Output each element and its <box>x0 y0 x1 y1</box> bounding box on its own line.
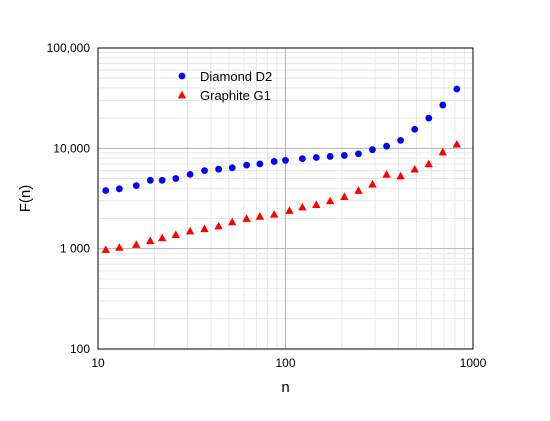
data-point-circle <box>201 167 208 174</box>
x-axis-label: n <box>281 379 289 396</box>
data-points <box>101 85 462 253</box>
data-point-triangle <box>298 202 307 211</box>
data-point-circle <box>383 142 390 150</box>
data-point-circle <box>115 185 123 193</box>
data-point-triangle <box>200 224 209 233</box>
series-1-points <box>102 85 461 194</box>
data-point-triangle <box>325 196 335 205</box>
data-point-triangle <box>396 171 405 180</box>
data-point-triangle <box>214 221 223 230</box>
data-point-triangle <box>101 245 110 253</box>
y-tick-label: 100,000 <box>47 41 91 55</box>
data-point-circle <box>411 125 419 133</box>
data-point-circle <box>397 136 404 144</box>
y-axis-label: F(n) <box>17 185 34 213</box>
x-tick-label: 10 <box>91 356 105 370</box>
data-point-circle <box>132 182 140 190</box>
y-tick-label: 10,000 <box>53 141 90 155</box>
x-tick-labels: 10 100 1000 <box>91 356 486 370</box>
data-point-circle <box>312 154 320 161</box>
legend-marker <box>177 90 187 99</box>
data-point-triangle <box>312 200 321 208</box>
y-tick-label: 100 <box>70 342 90 356</box>
data-point-triangle <box>340 192 349 201</box>
data-point-circle <box>172 175 180 182</box>
data-point-triangle <box>452 139 462 148</box>
data-point-triangle <box>132 240 141 248</box>
data-point-circle <box>439 101 447 109</box>
legend-label: Graphite G1 <box>200 88 271 103</box>
legend-marker <box>178 72 186 80</box>
data-point-circle <box>256 160 264 168</box>
legend: Diamond D2 Graphite G1 <box>177 69 272 103</box>
data-point-circle <box>158 176 166 184</box>
data-point-circle <box>326 153 334 160</box>
data-point-triangle <box>424 159 433 168</box>
data-point-triangle <box>410 164 419 173</box>
plot-frame <box>97 47 474 350</box>
data-point-circle <box>369 146 376 154</box>
series-2-points <box>101 139 462 253</box>
data-point-circle <box>425 114 433 122</box>
data-point-triangle <box>115 243 124 251</box>
data-point-triangle <box>228 217 237 226</box>
data-point-circle <box>228 164 236 172</box>
data-point-triangle <box>438 147 447 156</box>
data-point-circle <box>215 165 223 173</box>
data-point-triangle <box>269 210 279 218</box>
data-point-circle <box>340 152 348 159</box>
data-point-circle <box>298 155 306 163</box>
y-tick-label: 1 000 <box>60 242 90 256</box>
data-point-circle <box>355 150 362 158</box>
data-point-circle <box>243 161 250 169</box>
data-point-triangle <box>255 212 265 220</box>
data-point-circle <box>146 176 154 184</box>
data-point-circle <box>282 156 289 164</box>
data-point-triangle <box>146 236 155 245</box>
data-point-circle <box>453 85 461 93</box>
data-point-circle <box>102 187 110 194</box>
data-point-triangle <box>354 186 363 194</box>
x-tick-label: 1000 <box>460 356 487 370</box>
x-tick-label: 100 <box>275 356 295 370</box>
data-point-triangle <box>185 226 195 235</box>
y-tick-labels: 100 1 000 10,000 100,000 <box>47 41 91 356</box>
data-point-circle <box>186 170 194 178</box>
data-point-triangle <box>382 170 391 178</box>
data-point-triangle <box>368 179 377 188</box>
data-point-triangle <box>285 206 294 214</box>
data-point-triangle <box>242 214 251 222</box>
data-point-triangle <box>158 233 167 242</box>
legend-label: Diamond D2 <box>200 69 272 84</box>
data-point-circle <box>270 158 278 165</box>
data-point-triangle <box>171 230 181 238</box>
